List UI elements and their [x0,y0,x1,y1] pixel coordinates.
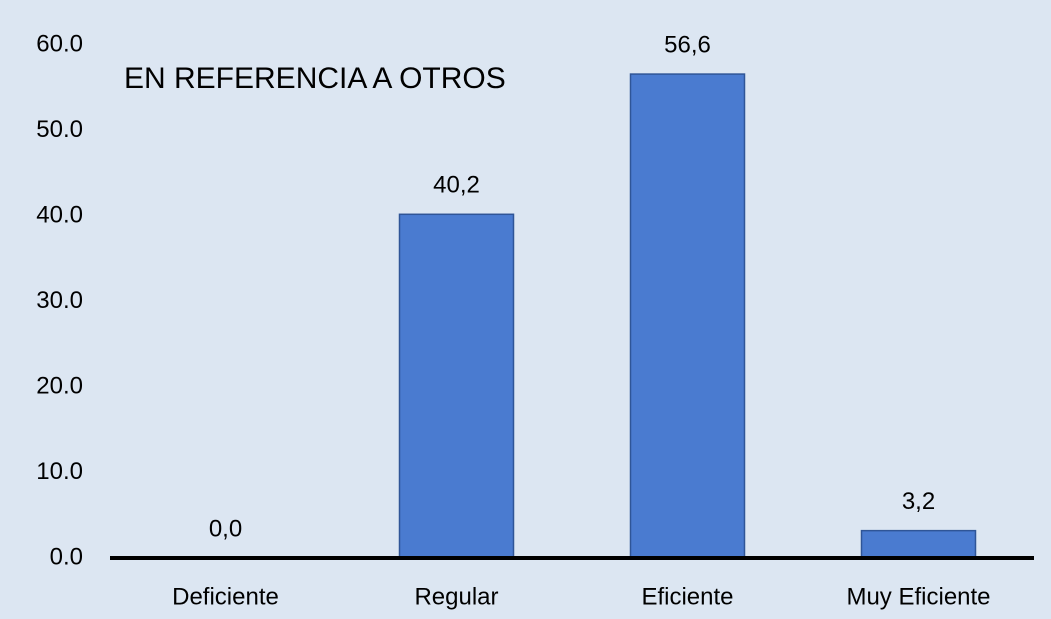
y-tick-label: 40.0 [36,201,83,228]
value-label: 3,2 [902,488,935,515]
y-tick-label: 0.0 [50,543,83,570]
x-tick-label: Muy Eficiente [846,583,990,610]
x-tick-label: Deficiente [172,583,279,610]
value-label: 0,0 [209,515,242,542]
bar [398,213,515,559]
bar [629,73,746,559]
y-tick-label: 50.0 [36,116,83,143]
value-label: 56,6 [664,31,711,58]
y-tick-label: 60.0 [36,30,83,57]
y-tick-label: 20.0 [36,372,83,399]
x-tick-label: Regular [414,583,498,610]
chart-title: EN REFERENCIA A OTROS [124,62,506,95]
y-tick-label: 30.0 [36,287,83,314]
bar [860,529,977,559]
y-tick-label: 10.0 [36,458,83,485]
x-tick-label: Eficiente [641,583,733,610]
value-label: 40,2 [433,172,480,199]
